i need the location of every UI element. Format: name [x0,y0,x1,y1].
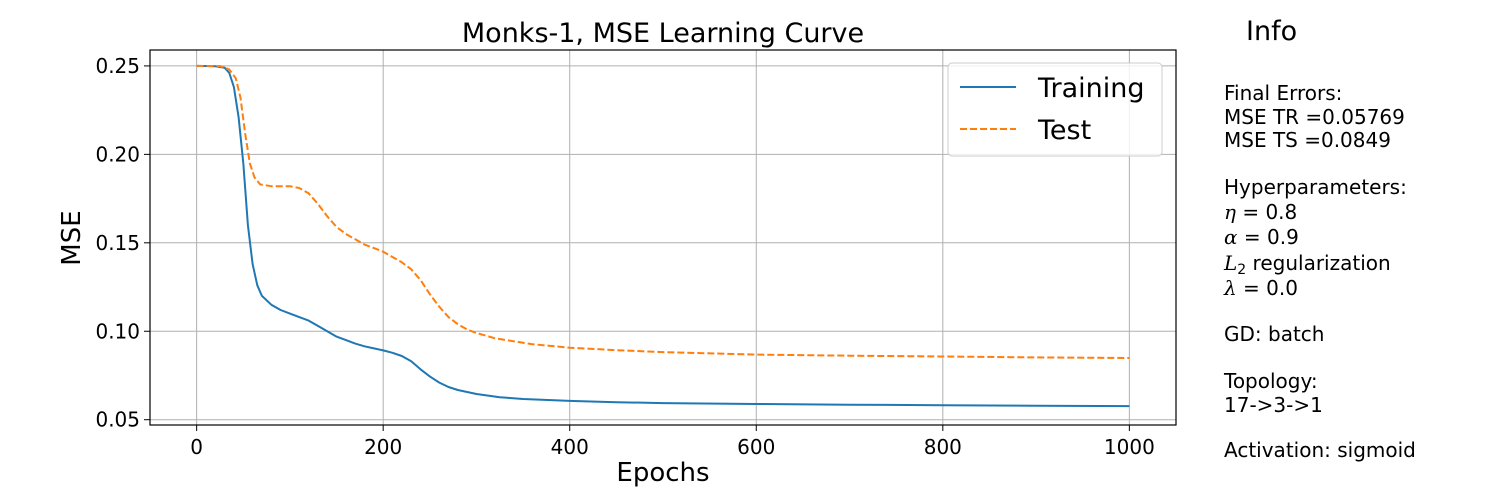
x-ticks: 0 200 400 600 800 1000 [190,425,1155,459]
x-tick-label: 400 [551,435,589,459]
lambda-symbol: λ [1224,276,1237,300]
alpha-symbol: α [1224,225,1238,249]
legend-label-training: Training [1037,73,1145,104]
legend-label-test: Test [1037,115,1091,146]
gd-mode: GD: batch [1224,322,1325,346]
y-tick-label: 0.25 [95,54,140,78]
x-tick-label: 600 [737,435,775,459]
eta-row: η = 0.8 [1224,200,1297,225]
topology-value: 17->3->1 [1224,393,1323,417]
eta-symbol: η [1224,200,1236,224]
final-errors-label: Final Errors: [1224,81,1343,105]
series-lines [196,64,1130,408]
y-tick-label: 0.10 [95,319,140,343]
regularization-text: regularization [1246,251,1391,275]
x-tick-label: 0 [190,435,203,459]
y-tick-label: 0.05 [95,408,140,432]
info-title: Info [1246,16,1298,47]
lambda-row: λ = 0.0 [1224,276,1298,301]
l2-subscript: 2 [1237,262,1247,278]
chart-title: Monks-1, MSE Learning Curve [462,18,864,49]
l2-symbol: L [1224,251,1238,275]
hyperparameters-label: Hyperparameters: [1224,175,1407,199]
series-line-training [196,64,1130,408]
activation-function: Activation: sigmoid [1224,438,1416,462]
y-axis-label: MSE [57,210,87,265]
topology-label: Topology: [1224,369,1318,393]
legend: Training Test [947,62,1163,157]
x-tick-label: 1000 [1104,435,1155,459]
lambda-value: = 0.0 [1236,276,1298,300]
x-tick-label: 800 [924,435,962,459]
series-line-test [196,64,1130,359]
alpha-row: α = 0.9 [1224,225,1299,250]
plot-frame [149,49,1177,426]
mse-test-value: MSE TS =0.0849 [1224,128,1391,152]
y-ticks: 0.05 0.10 0.15 0.20 0.25 [95,54,150,432]
alpha-value: = 0.9 [1237,225,1299,249]
regularization-row: L2 regularization [1224,251,1391,278]
eta-value: = 0.8 [1235,200,1298,224]
x-axis-label: Epochs [616,458,709,488]
mse-training-value: MSE TR =0.05769 [1224,105,1405,129]
info-panel: Info Final Errors: MSE TR =0.05769 MSE T… [1224,0,1494,500]
x-tick-label: 200 [364,435,402,459]
y-tick-label: 0.20 [95,142,140,166]
y-tick-label: 0.15 [95,231,140,255]
